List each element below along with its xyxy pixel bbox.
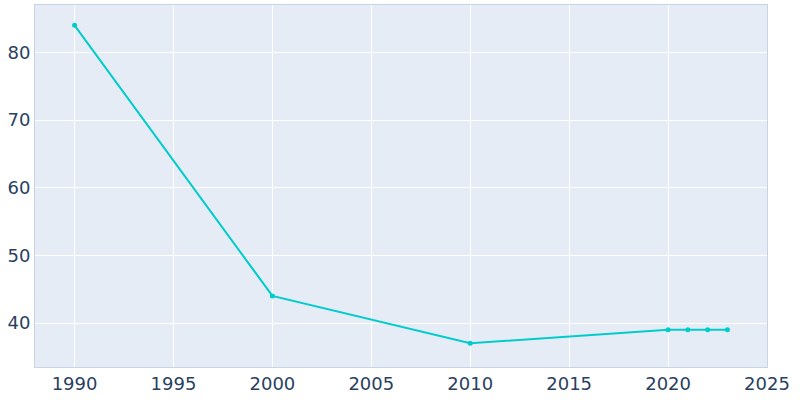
svg-text:1995: 1995 bbox=[151, 373, 197, 394]
svg-text:70: 70 bbox=[7, 109, 30, 130]
svg-text:2000: 2000 bbox=[250, 373, 296, 394]
svg-text:50: 50 bbox=[7, 245, 30, 266]
svg-text:1990: 1990 bbox=[52, 373, 98, 394]
svg-text:2005: 2005 bbox=[348, 373, 394, 394]
svg-text:80: 80 bbox=[7, 42, 30, 63]
svg-text:40: 40 bbox=[7, 312, 30, 333]
svg-text:60: 60 bbox=[7, 177, 30, 198]
svg-text:2010: 2010 bbox=[447, 373, 493, 394]
svg-text:2020: 2020 bbox=[645, 373, 691, 394]
svg-text:2025: 2025 bbox=[744, 373, 790, 394]
svg-text:2015: 2015 bbox=[546, 373, 592, 394]
